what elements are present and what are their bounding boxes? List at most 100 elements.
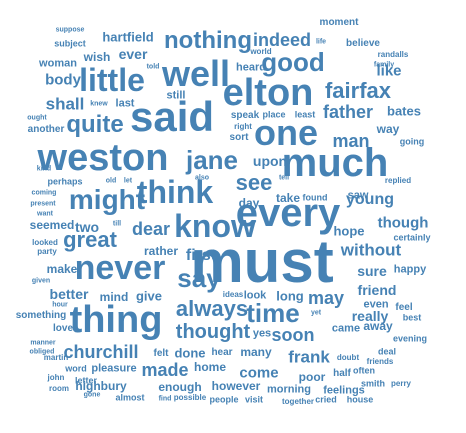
word: ideas	[222, 290, 244, 299]
word: tell	[278, 174, 290, 182]
word: together	[282, 397, 314, 406]
word: knew	[90, 100, 108, 108]
word: people	[209, 394, 239, 405]
word: every	[235, 191, 341, 235]
word: shall	[45, 94, 85, 114]
word: young	[346, 191, 394, 208]
word: wish	[83, 50, 111, 64]
word: good	[261, 47, 325, 77]
word: john	[47, 373, 65, 382]
word: subject	[54, 38, 86, 49]
word: father	[322, 102, 374, 122]
word: house	[346, 394, 374, 405]
word: kind	[36, 165, 52, 173]
word: moment	[319, 17, 359, 28]
word: soon	[271, 325, 315, 345]
word: sure	[357, 263, 387, 279]
word: frank	[288, 347, 330, 367]
word: almost	[115, 392, 145, 403]
word: room	[49, 384, 69, 393]
word: cried	[315, 394, 337, 405]
word: body	[45, 71, 81, 89]
word: dear	[131, 219, 171, 239]
word: given	[31, 277, 51, 285]
word: gone	[83, 391, 101, 399]
word: love	[52, 323, 74, 334]
word: without	[340, 240, 402, 260]
word: family	[373, 61, 395, 69]
word: seemed	[29, 218, 75, 232]
word: perry	[390, 379, 412, 388]
word: said	[129, 93, 215, 140]
word: friends	[366, 357, 394, 366]
word: thought	[175, 321, 251, 343]
word: woman	[39, 57, 77, 70]
word: randalls	[377, 50, 409, 59]
word: hartfield	[102, 29, 154, 45]
word: make	[46, 262, 78, 276]
word: first	[185, 247, 217, 264]
word: least	[294, 109, 316, 120]
word: take	[275, 191, 301, 205]
word: doubt	[336, 353, 360, 362]
word: told	[146, 63, 160, 71]
word: long	[276, 288, 304, 304]
word: elton	[222, 72, 314, 114]
word: little	[79, 62, 145, 98]
word: morning	[267, 383, 311, 396]
word: felt	[153, 348, 169, 359]
word: poor	[298, 370, 326, 384]
word: suppose	[55, 26, 85, 34]
word: ever	[118, 46, 148, 62]
word: martin	[43, 353, 69, 362]
word: world	[250, 47, 272, 56]
word: rather	[143, 244, 179, 258]
word: may	[307, 288, 345, 308]
word: weston	[37, 137, 169, 179]
word: feel	[395, 302, 413, 313]
word: indeed	[252, 30, 312, 50]
word: sort	[229, 132, 249, 143]
word: highbury	[75, 379, 127, 393]
word: much	[281, 141, 389, 185]
word: evening	[392, 333, 428, 344]
word: still	[166, 89, 186, 102]
word: man	[332, 131, 370, 151]
word: speak	[230, 110, 260, 121]
word: done	[174, 345, 206, 361]
word: looked	[32, 238, 58, 247]
word: replied	[384, 176, 412, 185]
word: mind	[99, 290, 129, 304]
word: best	[402, 312, 422, 323]
word: many	[240, 345, 272, 359]
word: though	[377, 214, 429, 232]
word: however	[211, 379, 261, 393]
word: day	[238, 196, 260, 210]
word: home	[193, 360, 227, 374]
word: upon	[252, 153, 288, 169]
word: away	[363, 319, 393, 333]
word: till	[112, 220, 122, 228]
word: friend	[357, 282, 397, 298]
word: really	[351, 308, 389, 324]
word: also	[194, 174, 210, 182]
word: another	[27, 124, 65, 135]
word: happy	[393, 263, 427, 276]
word: time	[246, 298, 300, 328]
word: obliged	[29, 348, 55, 356]
word: come	[239, 364, 279, 382]
word: possible	[173, 393, 207, 402]
word: churchill	[63, 342, 139, 362]
word: place	[262, 109, 286, 120]
word: deal	[377, 346, 397, 357]
word: even	[363, 298, 389, 311]
word: found	[302, 192, 328, 203]
word: fairfax	[324, 78, 392, 103]
word: half	[333, 368, 351, 379]
word: one	[253, 112, 319, 153]
word: manner	[30, 339, 56, 347]
word: thing	[69, 299, 163, 341]
word: way	[376, 122, 400, 136]
word: heard	[236, 61, 266, 74]
